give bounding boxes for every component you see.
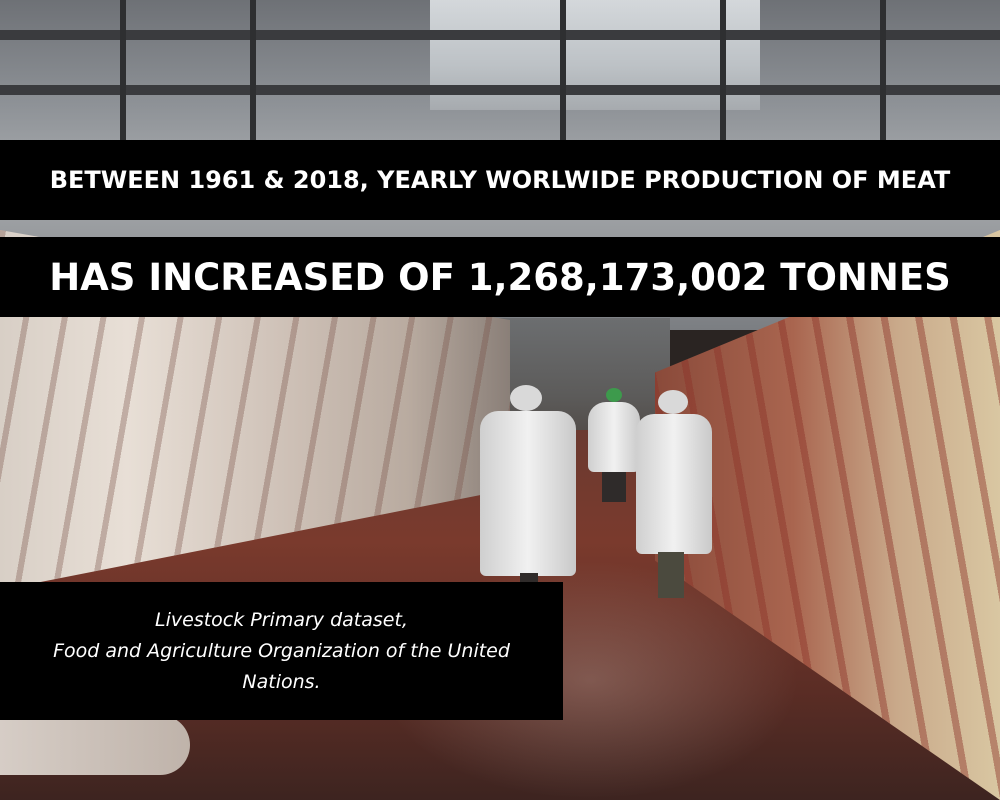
source-line-3: Nations.: [242, 670, 321, 693]
worker-figure: [636, 390, 714, 600]
headline-line-1: BETWEEN 1961 & 2018, YEARLY WORLWIDE PRO…: [49, 166, 951, 194]
hanging-rail: [880, 0, 886, 140]
source-line-1: Livestock Primary dataset,: [155, 608, 408, 631]
headline-line-2: HAS INCREASED OF 1,268,173,002 TONNES: [49, 255, 951, 299]
carcass-lower-left: [0, 715, 190, 775]
hanging-rail: [560, 0, 566, 140]
worker-figure: [480, 385, 580, 585]
headline-banner-main: HAS INCREASED OF 1,268,173,002 TONNES: [0, 237, 1000, 317]
source-caption: Livestock Primary dataset, Food and Agri…: [0, 582, 563, 720]
source-line-2: Food and Agriculture Organization of the…: [53, 639, 510, 662]
ceiling-beam: [0, 85, 1000, 95]
hanging-rail: [250, 0, 256, 140]
hanging-rail: [720, 0, 726, 140]
ceiling-beam: [0, 30, 1000, 40]
headline-banner-top: BETWEEN 1961 & 2018, YEARLY WORLWIDE PRO…: [0, 140, 1000, 220]
hanging-rail: [120, 0, 126, 140]
worker-figure: [588, 388, 640, 503]
